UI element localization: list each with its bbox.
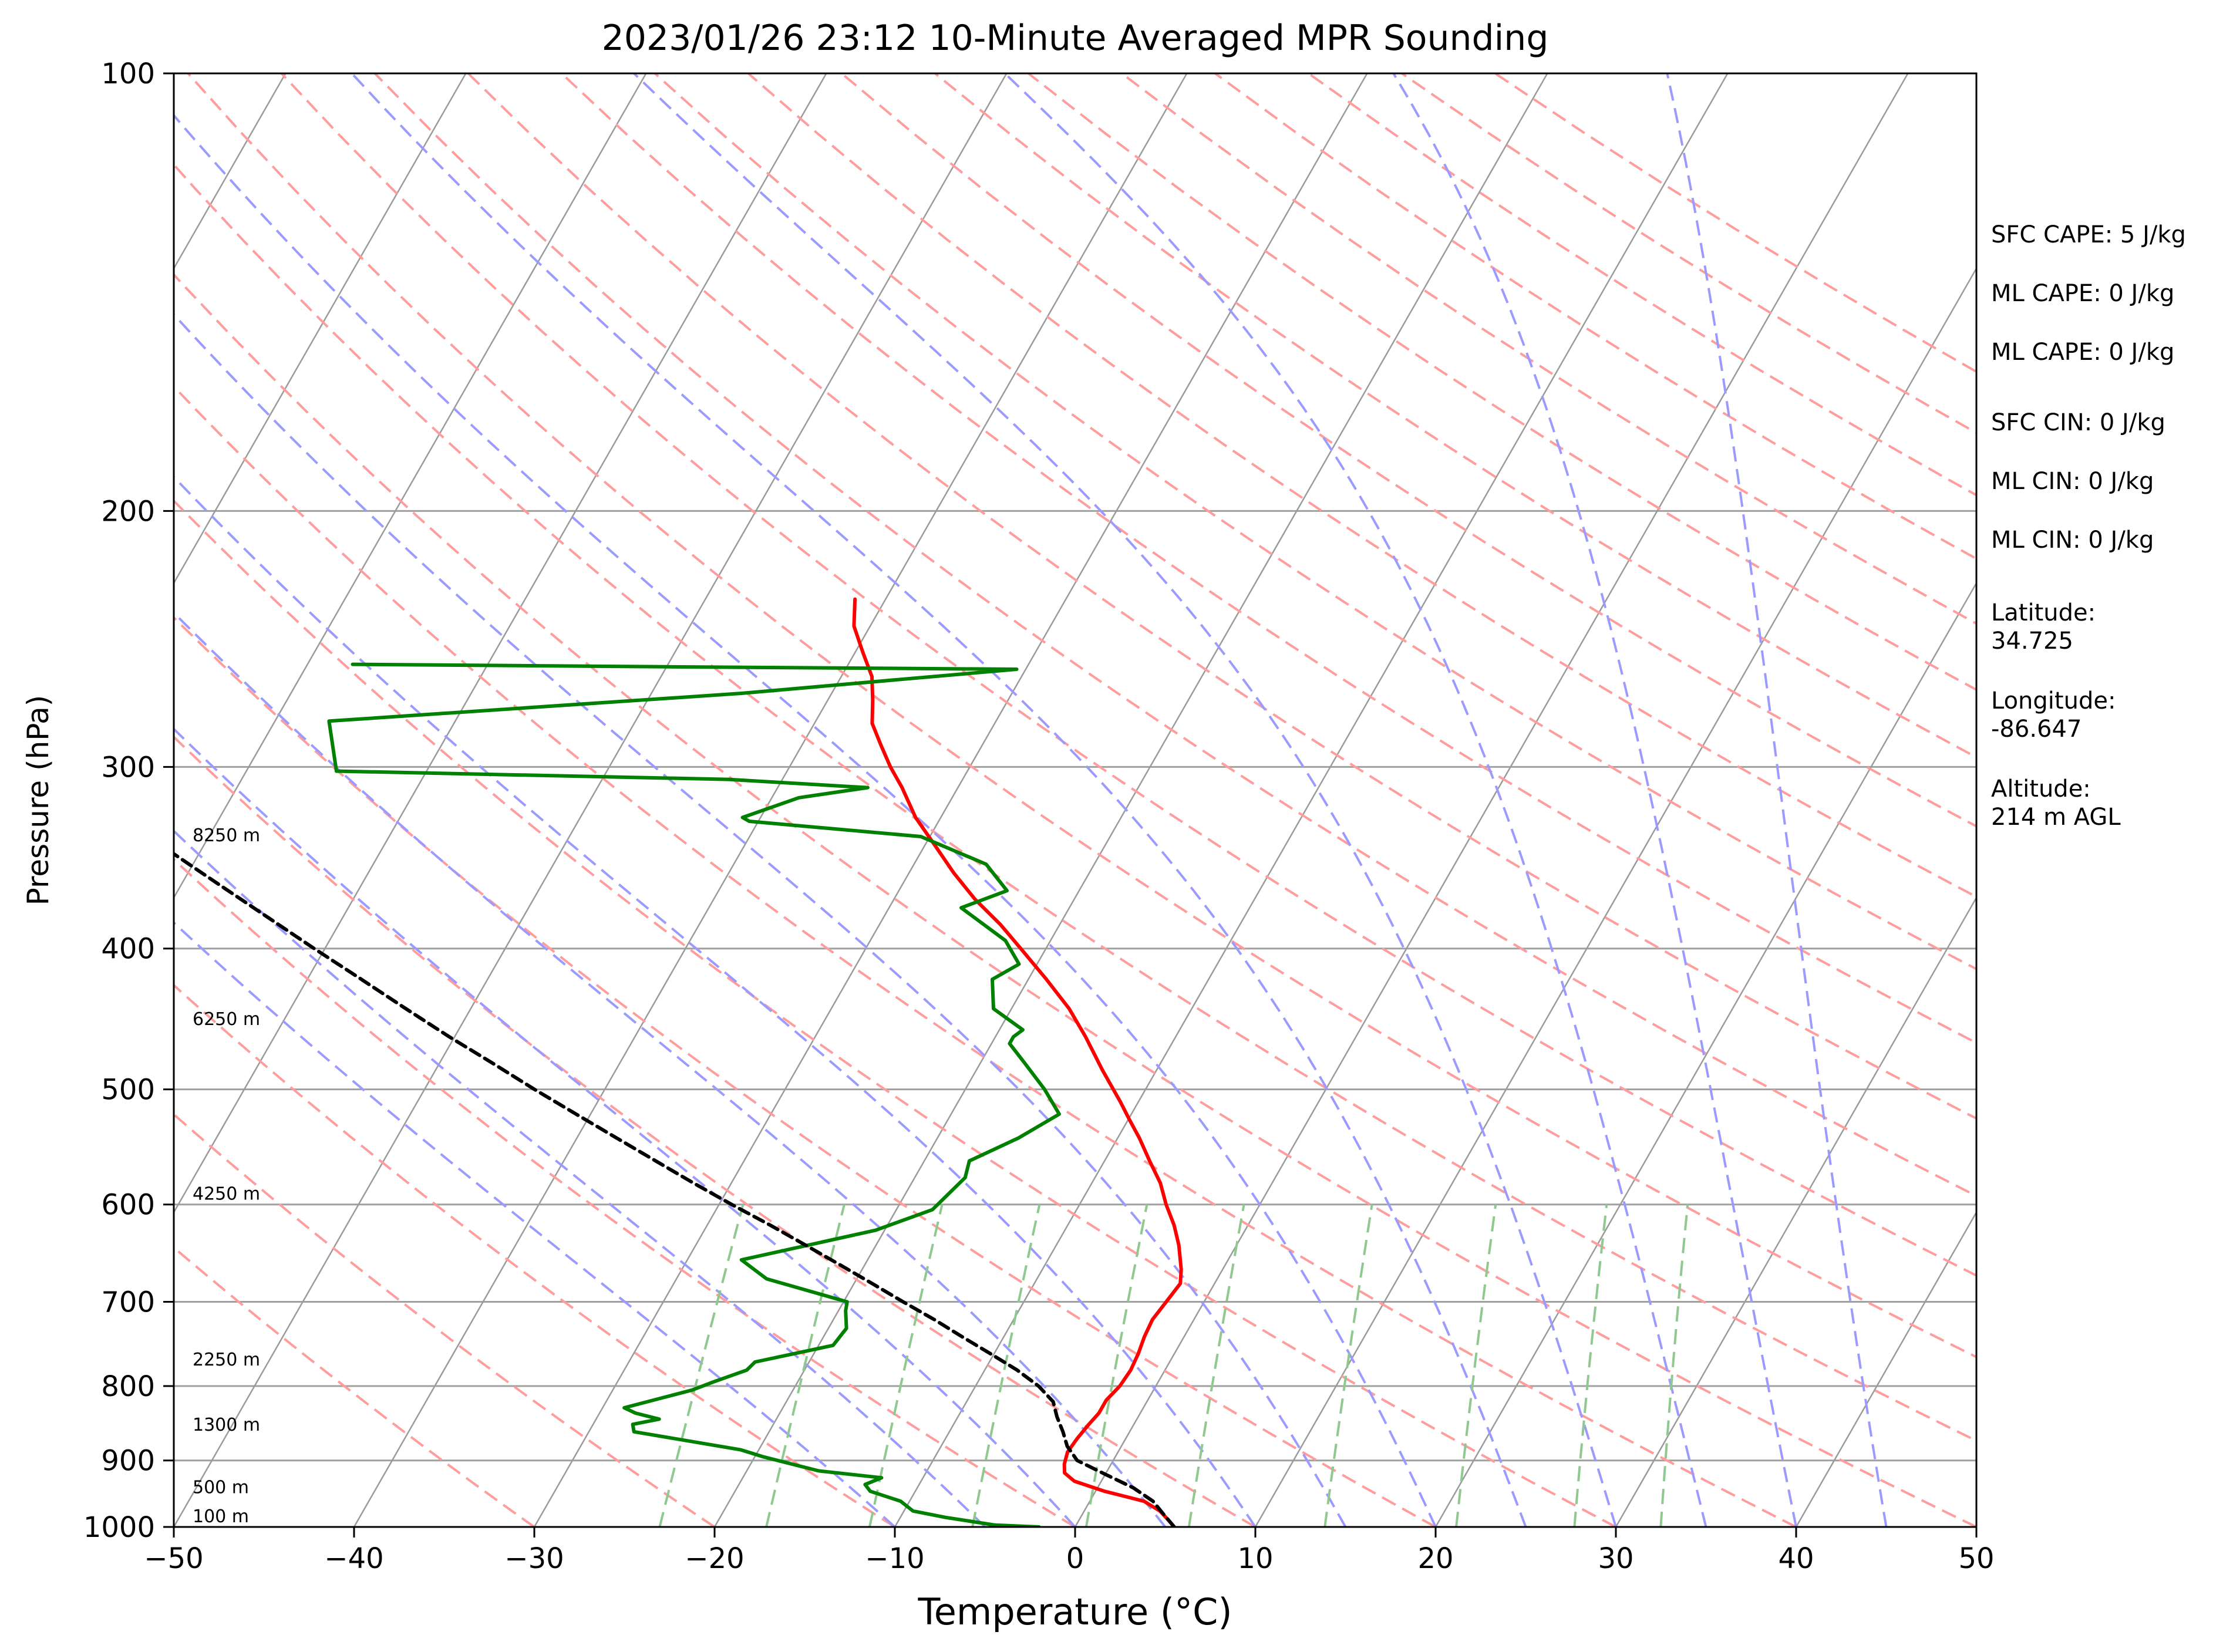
stability-index-text: SFC CIN: 0 J/kg (1991, 409, 2165, 436)
isotherm-line (1074, 73, 1909, 1527)
y-tick-label: 400 (101, 933, 155, 966)
x-tick-label: 30 (1598, 1542, 1633, 1575)
moist-adiabat-line (1666, 73, 1888, 1527)
dry-adiabat-line (174, 616, 1436, 1527)
mixing-ratio-line (1659, 1204, 1689, 1527)
isotherm-line (353, 73, 1188, 1527)
x-tick-label: 40 (1778, 1542, 1814, 1575)
height-label: 1300 m (193, 1415, 260, 1435)
x-axis-label: Temperature (°C) (917, 1590, 1232, 1633)
stability-index-text: ML CIN: 0 J/kg (1991, 468, 2154, 495)
dry-adiabat-line (174, 858, 1076, 1527)
dry-adiabat-line (934, 73, 1976, 759)
dry-adiabat-line (654, 73, 1976, 970)
dry-adiabat-line (467, 73, 1976, 1120)
y-tick-label: 100 (101, 58, 155, 90)
x-tick-label: 20 (1417, 1542, 1453, 1575)
y-tick-label: 900 (101, 1445, 155, 1478)
mixing-ratio-line (765, 1204, 846, 1527)
location-text: Longitude: -86.647 (1991, 687, 2116, 743)
x-tick-label: −10 (865, 1542, 924, 1575)
y-tick-label: 800 (101, 1370, 155, 1403)
height-label: 2250 m (193, 1350, 260, 1370)
plot-frame (173, 72, 1978, 1528)
x-tick-label: −40 (324, 1542, 383, 1575)
mixing-ratio-line (1323, 1204, 1373, 1527)
isotherm-line (1434, 581, 1976, 1527)
dry-adiabat-line (174, 983, 896, 1527)
y-tick-label: 600 (101, 1189, 155, 1222)
temperature-trace (852, 597, 1183, 1527)
dry-adiabat-line (174, 272, 1976, 1527)
x-tick-label: −50 (144, 1542, 203, 1575)
x-tick-label: 0 (1066, 1542, 1084, 1575)
x-tick-label: 50 (1958, 1542, 1994, 1575)
isotherm-line (894, 73, 1729, 1527)
moist-adiabat-line (174, 475, 1257, 1527)
stability-index-text: ML CAPE: 0 J/kg (1991, 280, 2175, 307)
isotherm-line (174, 73, 1008, 1527)
moist-adiabat-line (1392, 73, 1797, 1527)
dry-adiabat-line (174, 735, 1257, 1527)
stability-index-text: SFC CAPE: 5 J/kg (1991, 221, 2186, 248)
dry-adiabat-line (174, 385, 1797, 1527)
chart-title: 2023/01/26 23:12 10-Minute Averaged MPR … (602, 18, 1549, 59)
x-tick-label: −20 (685, 1542, 744, 1575)
mixing-ratio-line (1573, 1204, 1608, 1527)
isotherm-line (1615, 896, 1976, 1527)
isotherm-line (713, 73, 1548, 1527)
y-tick-label: 200 (101, 495, 155, 528)
moist-adiabat-line (633, 73, 1617, 1527)
height-label: 500 m (193, 1477, 249, 1498)
stability-index-text: ML CIN: 0 J/kg (1991, 527, 2154, 554)
background-lines (174, 73, 1976, 1527)
isotherm-line (174, 73, 647, 899)
dry-adiabat-line (174, 499, 1616, 1527)
sounding-traces (174, 597, 1183, 1527)
y-tick-label: 500 (101, 1074, 155, 1107)
mixing-ratio-line (1084, 1204, 1148, 1527)
x-tick-label: −30 (504, 1542, 564, 1575)
dry-adiabat-line (174, 1246, 535, 1527)
mixing-ratio-line (971, 1204, 1041, 1527)
isotherm-line (1254, 267, 1976, 1527)
isotherm-line (174, 73, 827, 1214)
moist-adiabat-line (174, 611, 1167, 1527)
dewpoint-trace (327, 662, 1061, 1527)
mixing-ratio-line (658, 1204, 745, 1527)
dry-adiabat-line (373, 73, 1976, 1198)
dry-adiabat-line (747, 73, 1976, 898)
moist-adiabat-line (174, 829, 986, 1527)
moist-adiabat-line (174, 727, 1076, 1527)
y-tick-label: 1000 (83, 1511, 155, 1544)
location-text: Altitude: 214 m AGL (1991, 776, 2121, 831)
dry-adiabat-line (1028, 73, 1976, 692)
isotherm-line (1795, 1211, 1976, 1527)
x-tick-label: 10 (1237, 1542, 1273, 1575)
isotherm-line (533, 73, 1368, 1527)
mixing-ratio-line (1187, 1204, 1245, 1527)
dry-adiabat-line (174, 163, 1976, 1442)
mixing-ratio-line (868, 1204, 944, 1527)
parcel-profile-trace (174, 851, 1176, 1527)
y-tick-label: 700 (101, 1286, 155, 1319)
axes: −50 −40 −30 −20 −10 0 10 20 30 40 50 100 200 300 400 50… (83, 58, 1995, 1575)
height-label: 6250 m (193, 1009, 260, 1030)
moist-adiabat-line (174, 312, 1347, 1527)
stability-index-text: ML CAPE: 0 J/kg (1991, 339, 2175, 366)
moist-adiabat-line (351, 73, 1527, 1527)
moist-adiabat-line (1004, 73, 1707, 1527)
height-label: 4250 m (193, 1184, 260, 1205)
mixing-ratio-line (1455, 1204, 1497, 1527)
height-label: 100 m (193, 1506, 249, 1527)
dry-adiabat-line (174, 1112, 716, 1527)
isotherm-line (174, 73, 467, 585)
height-label: 8250 m (193, 825, 260, 846)
y-axis-label: Pressure (hPa) (21, 695, 55, 906)
y-tick-label: 300 (101, 751, 155, 784)
dry-adiabat-line (280, 73, 1976, 1277)
location-text: Latitude: 34.725 (1991, 599, 2096, 655)
